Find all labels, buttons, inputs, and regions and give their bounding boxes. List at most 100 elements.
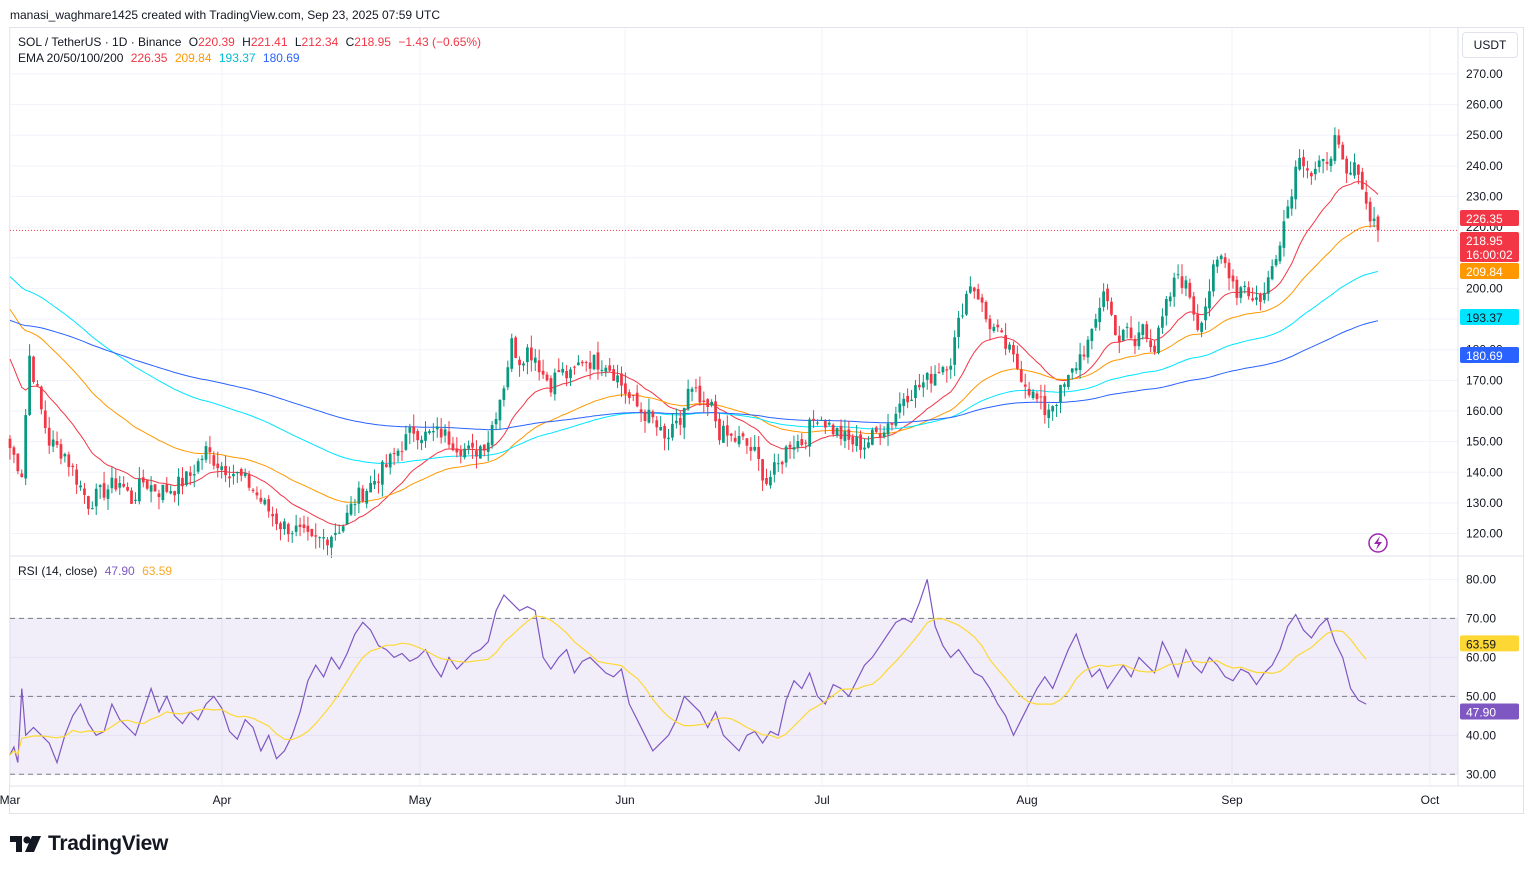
candle bbox=[1094, 313, 1098, 331]
candle-body bbox=[137, 478, 141, 502]
candle-body bbox=[310, 528, 314, 537]
candle-body bbox=[1039, 396, 1043, 398]
candle bbox=[549, 375, 553, 397]
candle bbox=[361, 484, 365, 503]
price-change: −1.43 (−0.65%) bbox=[398, 35, 482, 49]
candle bbox=[678, 410, 682, 436]
candle-body bbox=[882, 432, 886, 438]
candle bbox=[1161, 308, 1164, 334]
candle bbox=[706, 398, 710, 417]
candle-body bbox=[428, 431, 431, 433]
candle bbox=[400, 441, 404, 461]
candle-body bbox=[671, 423, 674, 438]
candle bbox=[251, 487, 255, 494]
candle bbox=[1376, 214, 1380, 242]
candle-body bbox=[1215, 259, 1219, 267]
candle-body bbox=[616, 375, 619, 383]
candle bbox=[1208, 279, 1211, 317]
ema-price-tag-bg bbox=[1460, 309, 1519, 325]
candle bbox=[1349, 161, 1352, 176]
candle bbox=[984, 300, 988, 323]
candle bbox=[757, 435, 761, 472]
candle bbox=[737, 425, 741, 448]
candle-body bbox=[467, 445, 470, 449]
candle bbox=[443, 424, 447, 443]
axes: 120.00 130.00 140.00 150.00 160.00 170.00 180.… bbox=[0, 28, 1524, 807]
candle bbox=[8, 435, 12, 460]
candle bbox=[1231, 269, 1235, 289]
candle bbox=[75, 463, 79, 494]
candle bbox=[772, 453, 776, 483]
candle bbox=[475, 440, 478, 469]
candle bbox=[1055, 403, 1058, 417]
candle bbox=[134, 492, 137, 504]
candle bbox=[271, 506, 274, 527]
candle-body bbox=[710, 401, 714, 406]
candle bbox=[874, 425, 878, 434]
candle-body bbox=[267, 499, 271, 512]
candle bbox=[1153, 340, 1156, 355]
currency-selector[interactable]: USDT bbox=[1462, 32, 1518, 58]
brand-name: TradingView bbox=[48, 832, 169, 855]
candle bbox=[1309, 171, 1313, 185]
ohlc-high: H221.41 bbox=[242, 35, 288, 49]
ema-price-tag: 193.37 bbox=[1460, 309, 1519, 325]
ema20-value: 226.35 bbox=[130, 51, 168, 65]
candle-body bbox=[157, 493, 161, 498]
month-label: May bbox=[409, 793, 432, 807]
candle-body bbox=[1164, 299, 1168, 316]
candle-body bbox=[494, 419, 498, 425]
candle bbox=[800, 432, 804, 447]
candle-body bbox=[1035, 393, 1039, 400]
candle-body bbox=[1247, 287, 1251, 297]
candle bbox=[435, 417, 439, 438]
candle-body bbox=[224, 465, 227, 476]
rsi-ma-tag-text: 63.59 bbox=[1466, 637, 1496, 651]
candle-body bbox=[725, 425, 729, 436]
candle-body bbox=[702, 400, 706, 402]
candle-body bbox=[667, 437, 670, 440]
candle-body bbox=[1309, 172, 1313, 177]
candle bbox=[63, 452, 67, 463]
candle-body bbox=[541, 370, 545, 375]
candle-body bbox=[808, 419, 812, 447]
candle bbox=[533, 348, 537, 371]
candle-body bbox=[326, 539, 329, 546]
candle bbox=[1184, 275, 1188, 297]
candle-body bbox=[482, 444, 486, 451]
candle bbox=[310, 528, 314, 538]
candle-body bbox=[765, 478, 768, 484]
price-tick-label: 200.00 bbox=[1466, 281, 1503, 295]
candle-body bbox=[43, 410, 47, 428]
tradingview-brand: TradingView bbox=[10, 832, 168, 856]
candle-body bbox=[1157, 327, 1160, 353]
candle bbox=[28, 344, 31, 417]
candle bbox=[859, 430, 862, 459]
candle bbox=[239, 467, 243, 482]
candle bbox=[447, 421, 451, 449]
candle bbox=[494, 412, 498, 431]
candle bbox=[698, 376, 702, 406]
candle-body bbox=[569, 369, 572, 379]
candle bbox=[749, 437, 753, 461]
month-label: Jun bbox=[615, 793, 634, 807]
candle-body bbox=[792, 447, 796, 450]
candle bbox=[188, 466, 192, 486]
candle-body bbox=[1074, 368, 1078, 371]
rsi-ma-line bbox=[9, 615, 1367, 756]
candle-body bbox=[972, 287, 976, 292]
candle-body bbox=[690, 388, 694, 392]
candle bbox=[686, 379, 690, 411]
candle bbox=[353, 498, 357, 516]
candle bbox=[553, 368, 557, 401]
candle-body bbox=[212, 455, 216, 466]
candle bbox=[341, 524, 345, 533]
candle-body bbox=[377, 481, 380, 483]
candle bbox=[110, 467, 114, 494]
candle bbox=[247, 470, 251, 491]
candle bbox=[1227, 258, 1231, 291]
rsi-value: 47.90 bbox=[104, 564, 135, 578]
candle bbox=[208, 435, 212, 464]
candle-body bbox=[957, 317, 960, 338]
